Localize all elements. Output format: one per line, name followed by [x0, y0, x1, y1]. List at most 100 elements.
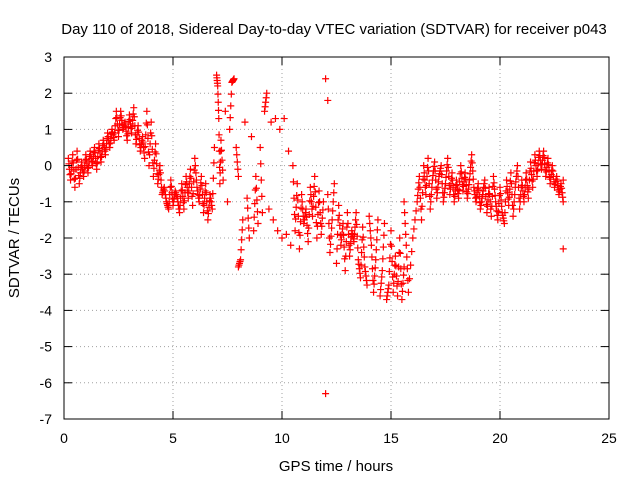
data-point-fill	[245, 224, 253, 232]
data-point	[306, 183, 314, 191]
y-tick-labels: -7 -6 -5 -4 -3 -2 -1 0 1 2 3	[40, 49, 53, 427]
data-point	[404, 288, 412, 296]
x-tick-label: 0	[60, 430, 68, 446]
data-point	[219, 176, 227, 184]
data-point-fill	[414, 185, 422, 193]
data-point	[424, 154, 432, 162]
data-point-fill	[215, 106, 223, 114]
data-point-fill	[244, 204, 252, 212]
data-point	[317, 230, 325, 238]
x-tick-label: 25	[601, 430, 617, 446]
data-point-fill	[510, 198, 518, 206]
data-point	[513, 162, 521, 170]
data-point	[540, 147, 548, 155]
data-point-fill	[334, 216, 342, 224]
data-point	[265, 205, 273, 213]
data-point-fill	[319, 206, 327, 214]
data-point	[420, 162, 428, 170]
data-point-fill	[214, 90, 222, 98]
data-point	[400, 263, 408, 271]
data-point-fill	[258, 192, 266, 200]
data-point-fill	[202, 189, 210, 197]
data-point	[93, 165, 101, 173]
data-point-fill	[378, 273, 386, 281]
data-point	[289, 162, 297, 170]
data-point	[346, 252, 354, 260]
data-point-fill	[185, 187, 193, 195]
y-tick-label: -7	[40, 411, 53, 427]
data-point-fill	[392, 272, 400, 280]
data-point	[123, 136, 131, 144]
data-point	[516, 205, 524, 213]
data-point-fill	[410, 225, 418, 233]
data-point-fill	[251, 186, 259, 194]
data-point-fill	[233, 151, 241, 159]
data-point	[258, 209, 266, 217]
data-point-fill	[294, 196, 302, 204]
data-point-fill	[201, 194, 209, 202]
data-point	[559, 198, 567, 206]
data-point-fill	[315, 199, 323, 207]
data-point-fill	[501, 209, 509, 217]
data-point-fill	[432, 185, 440, 193]
data-point	[180, 205, 188, 213]
data-point-fill	[344, 220, 352, 228]
data-point-fill	[421, 176, 429, 184]
axis-ticks	[63, 56, 610, 420]
data-point-fill	[191, 162, 199, 170]
data-point-fill	[354, 244, 362, 252]
data-point-fill	[371, 264, 379, 272]
data-point	[415, 172, 423, 180]
data-point-fill	[112, 115, 120, 123]
y-tick-label: -1	[40, 194, 53, 210]
data-point-fill	[150, 156, 158, 164]
data-point-fill	[428, 183, 436, 191]
data-point-fill	[146, 151, 154, 159]
data-point	[145, 162, 153, 170]
data-point	[241, 118, 249, 126]
data-point-fill	[325, 234, 333, 242]
data-point-fill	[415, 179, 423, 187]
data-point	[216, 180, 224, 188]
data-point	[324, 191, 332, 199]
y-tick-label: -5	[40, 339, 53, 355]
data-point-fill	[307, 198, 315, 206]
data-point-fill	[497, 190, 505, 198]
data-point	[191, 154, 199, 162]
data-point	[309, 212, 317, 220]
data-point	[396, 234, 404, 242]
data-point	[167, 176, 175, 184]
data-point-fill	[329, 207, 337, 215]
data-point	[352, 209, 360, 217]
data-point-fill	[293, 191, 301, 199]
data-point-fill	[444, 163, 452, 171]
data-point	[256, 144, 264, 151]
data-point-fill	[504, 189, 512, 197]
y-tick-label: -6	[40, 375, 53, 391]
data-point-fill	[456, 170, 464, 178]
data-point	[210, 144, 218, 151]
data-point	[176, 209, 184, 217]
data-point	[254, 220, 262, 228]
data-point-fill	[407, 261, 415, 269]
data-point-fill	[379, 255, 387, 263]
data-point	[522, 169, 530, 177]
data-point-fill	[357, 261, 365, 269]
data-point	[544, 154, 552, 162]
data-point-fill	[324, 205, 332, 213]
data-point-fill	[157, 176, 165, 184]
data-point-fill	[257, 160, 265, 168]
data-point-fill	[233, 158, 241, 166]
data-point	[67, 176, 75, 184]
data-point	[250, 227, 258, 235]
data-point-fill	[180, 197, 188, 205]
data-point	[330, 180, 338, 188]
data-point-fill	[490, 179, 498, 187]
data-point-fill	[115, 126, 123, 134]
data-point-fill	[403, 253, 411, 261]
data-point	[483, 209, 491, 217]
data-point	[322, 75, 330, 83]
chart-title: Day 110 of 2018, Sidereal Day-to-day VTE…	[61, 21, 607, 38]
data-point-fill	[200, 201, 208, 209]
data-point-fill	[142, 131, 150, 139]
